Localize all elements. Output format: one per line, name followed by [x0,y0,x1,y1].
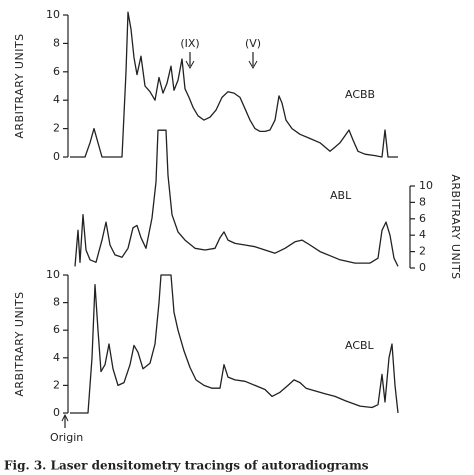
caption: Fig. 3. Laser densitometry tracings of a… [4,459,369,473]
arrow-head [185,60,195,70]
y-tick-label: 10 [46,268,60,281]
trace [70,274,399,414]
y-tick-label: 6 [53,65,60,78]
y-axis-label: ARBITRARY UNITS [13,33,26,138]
y-tick-label: 4 [419,228,426,241]
y-tick-label: 10 [419,179,433,192]
series-label: ACBL [345,339,375,352]
annotation: (V) [245,37,261,50]
y-tick-label: 4 [53,351,60,364]
y-tick-label: 2 [419,245,426,258]
series-label: ACBB [345,88,375,101]
y-axis-label: ARBITRARY UNITS [449,174,462,279]
y-tick-label: 10 [46,8,60,21]
y-tick-label: 6 [419,212,426,225]
y-tick-label: 0 [53,406,60,419]
y-tick-label: 6 [53,323,60,336]
arrow-head [248,60,258,70]
y-tick-label: 8 [53,36,60,49]
series-label: ABL [330,189,352,202]
y-axis-label: ARBITRARY UNITS [13,291,26,396]
origin-label: Origin [50,431,83,444]
y-tick-label: 2 [53,378,60,391]
y-tick-label: 8 [53,296,60,309]
arrow-head [61,413,69,422]
y-tick-label: 0 [53,150,60,163]
trace [70,11,398,158]
trace [74,129,399,267]
y-tick-label: 4 [53,93,60,106]
annotation: (IX) [180,37,199,50]
y-tick-label: 0 [419,261,426,274]
y-tick-label: 8 [419,195,426,208]
y-tick-label: 2 [53,122,60,135]
